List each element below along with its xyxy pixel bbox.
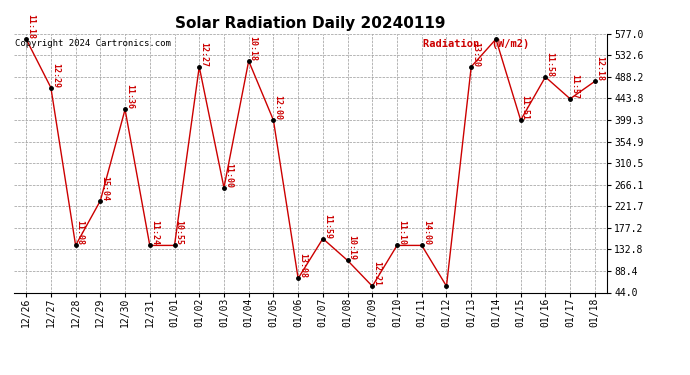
Text: 12:27: 12:27	[199, 42, 208, 67]
Text: 12:29: 12:29	[51, 63, 60, 88]
Text: 11:18: 11:18	[26, 14, 35, 39]
Text: 15:04: 15:04	[100, 176, 109, 201]
Text: 11:58: 11:58	[545, 52, 554, 77]
Text: 11:57: 11:57	[570, 74, 579, 99]
Text: 14:00: 14:00	[422, 220, 431, 245]
Text: 13:30: 13:30	[471, 42, 480, 67]
Text: 11:59: 11:59	[323, 214, 332, 238]
Text: 11:10: 11:10	[397, 220, 406, 245]
Text: 13:08: 13:08	[298, 254, 307, 278]
Text: 12:00: 12:00	[273, 95, 282, 120]
Text: 11:24: 11:24	[150, 220, 159, 245]
Text: 10:55: 10:55	[175, 220, 184, 245]
Text: Copyright 2024 Cartronics.com: Copyright 2024 Cartronics.com	[15, 39, 171, 48]
Text: Radiation  (W/m2): Radiation (W/m2)	[423, 39, 529, 49]
Text: 10:19: 10:19	[348, 236, 357, 261]
Text: 10:18: 10:18	[248, 36, 257, 61]
Text: 11:00: 11:00	[224, 163, 233, 188]
Text: 12:18: 12:18	[595, 56, 604, 81]
Text: 11:36: 11:36	[125, 84, 134, 109]
Text: 12:21: 12:21	[373, 261, 382, 286]
Text: 11:51: 11:51	[521, 95, 530, 120]
Title: Solar Radiation Daily 20240119: Solar Radiation Daily 20240119	[175, 16, 446, 31]
Text: 11:08: 11:08	[76, 220, 85, 245]
